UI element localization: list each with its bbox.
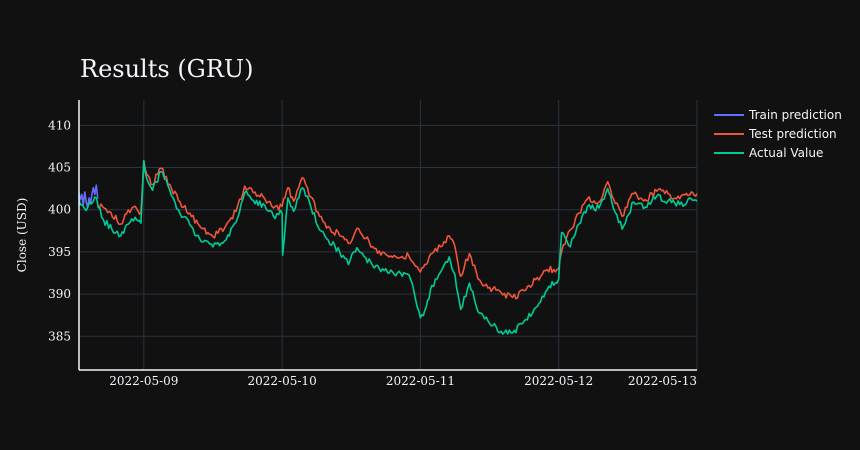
series-line-test-prediction [97, 159, 698, 300]
legend-label: Actual Value [749, 146, 823, 160]
legend-label: Train prediction [748, 108, 842, 122]
y-tick-label: 395 [48, 245, 71, 259]
y-axis-label: Close (USD) [15, 198, 29, 273]
x-tick-labels: 2022-05-09 2022-05-10 2022-05-11 2022-05-12… [109, 374, 697, 388]
x-tick-label: 2022-05-09 [109, 374, 178, 388]
y-tick-labels: 385 390 395 400 405 410 [48, 118, 71, 343]
series-line-train-prediction [78, 184, 99, 208]
gridlines [79, 100, 698, 370]
legend-item-test-prediction[interactable]: Test prediction [714, 127, 837, 141]
x-tick-label: 2022-05-13 [628, 374, 697, 388]
x-tick-label: 2022-05-12 [524, 374, 593, 388]
legend[interactable]: Train prediction Test prediction Actual Va… [714, 108, 842, 160]
y-tick-label: 390 [48, 287, 71, 301]
series-lines [78, 159, 698, 335]
legend-item-train-prediction[interactable]: Train prediction [714, 108, 842, 122]
legend-label: Test prediction [748, 127, 837, 141]
axes [78, 100, 697, 371]
chart-title: Results (GRU) [80, 55, 254, 83]
legend-item-actual-value[interactable]: Actual Value [714, 146, 823, 160]
y-tick-label: 410 [48, 118, 71, 132]
x-tick-label: 2022-05-10 [248, 374, 317, 388]
y-tick-label: 400 [48, 203, 71, 217]
x-tick-label: 2022-05-11 [386, 374, 455, 388]
y-tick-label: 385 [48, 329, 71, 343]
y-tick-label: 405 [48, 161, 71, 175]
series-line-actual-value [78, 159, 698, 335]
